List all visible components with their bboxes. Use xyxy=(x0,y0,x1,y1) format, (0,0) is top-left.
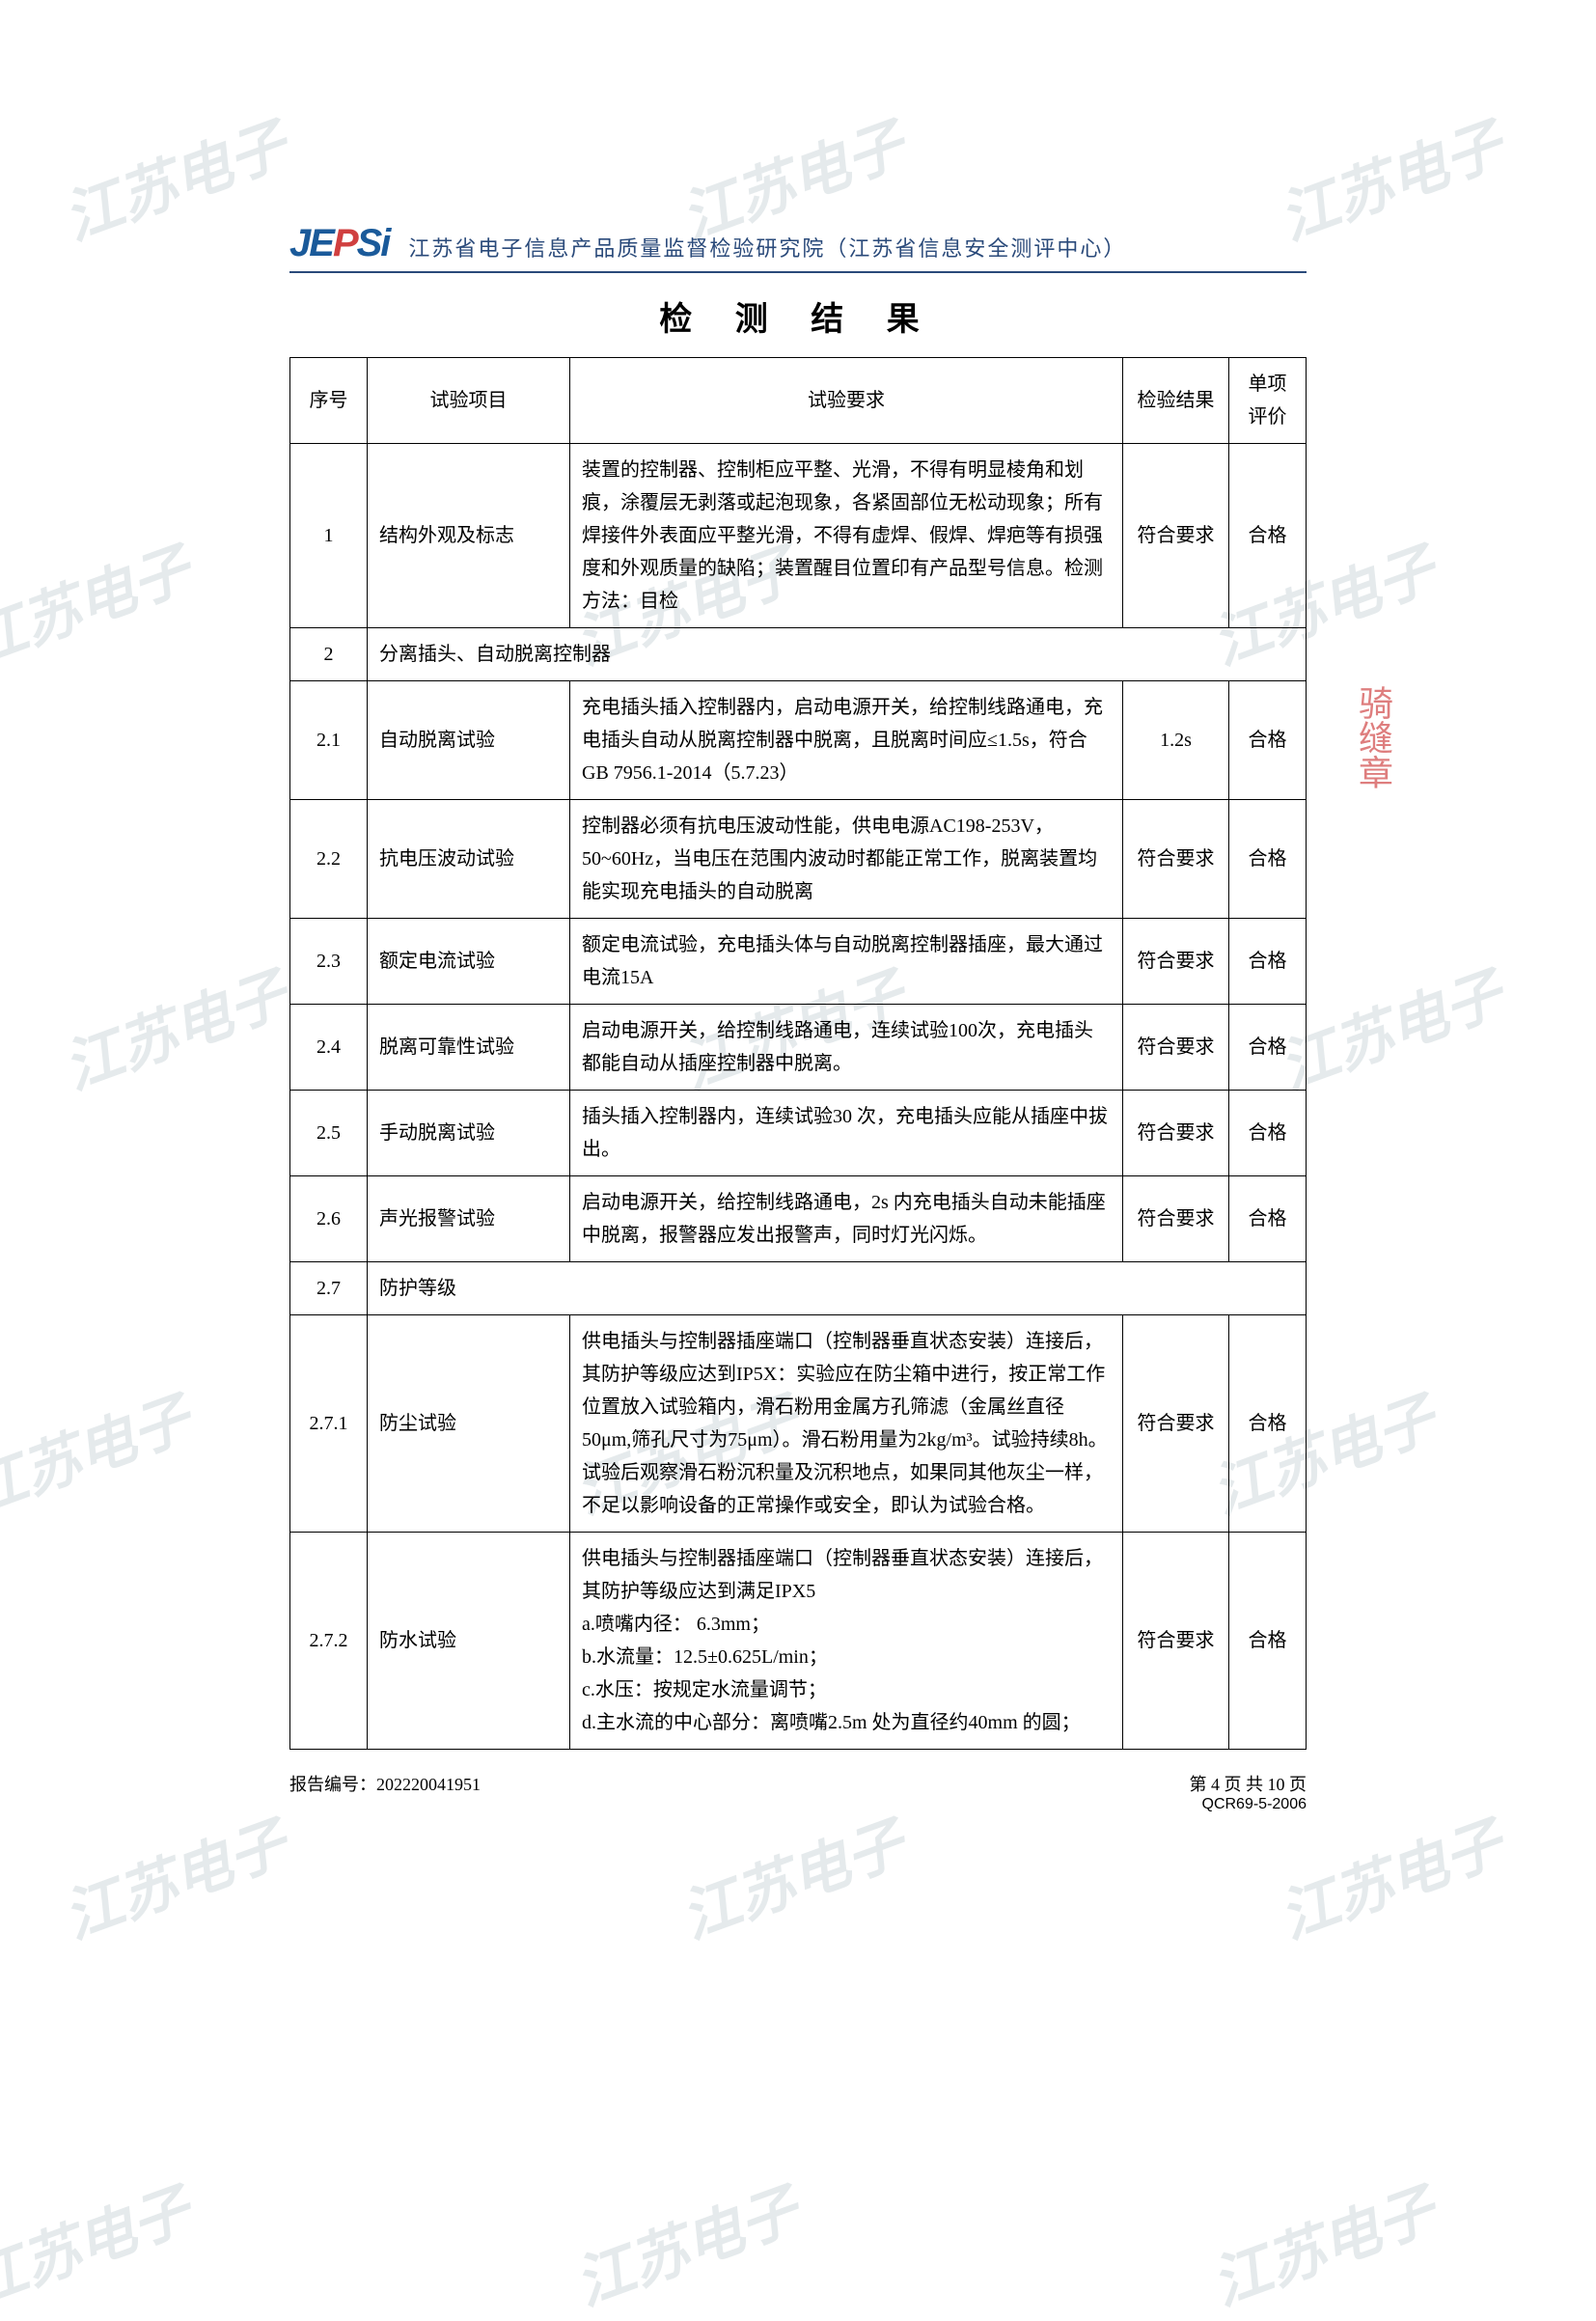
cell-item: 脱离可靠性试验 xyxy=(368,1005,570,1091)
table-row: 1结构外观及标志装置的控制器、控制柜应平整、光滑，不得有明显棱角和划痕，涂覆层无… xyxy=(290,444,1307,628)
cell-req: 供电插头与控制器插座端口（控制器垂直状态安装）连接后，其防护等级应达到IP5X：… xyxy=(570,1315,1123,1533)
footer: 报告编号：202220041951 第 4 页 共 10 页 QCR69-5-2… xyxy=(289,1771,1307,1813)
cell-eval: 合格 xyxy=(1229,1176,1307,1262)
cell-result: 符合要求 xyxy=(1123,1533,1229,1750)
cell-seq: 2.7.1 xyxy=(290,1315,368,1533)
stamp: 骑缝章 xyxy=(1360,685,1398,975)
cell-seq: 2.7 xyxy=(290,1262,368,1315)
cell-result: 1.2s xyxy=(1123,681,1229,800)
logo-text: JEPSi xyxy=(289,222,389,265)
logo-part-1: JE xyxy=(289,222,333,264)
report-no-value: 202220041951 xyxy=(376,1775,481,1794)
cell-seq: 2.1 xyxy=(290,681,368,800)
table-row: 2.6声光报警试验启动电源开关，给控制线路通电，2s 内充电插头自动未能插座中脱… xyxy=(290,1176,1307,1262)
cell-req: 装置的控制器、控制柜应平整、光滑，不得有明显棱角和划痕，涂覆层无剥落或起泡现象，… xyxy=(570,444,1123,628)
table-row: 2分离插头、自动脱离控制器 xyxy=(290,628,1307,681)
logo: JEPSi xyxy=(289,222,389,265)
watermark: 江苏电子 xyxy=(0,1372,201,1531)
cell-seq: 2.5 xyxy=(290,1091,368,1176)
watermark: 江苏电子 xyxy=(1266,1797,1512,1955)
cell-item: 手动脱离试验 xyxy=(368,1091,570,1176)
logo-part-2: P xyxy=(333,222,357,264)
footer-right: 第 4 页 共 10 页 QCR69-5-2006 xyxy=(1190,1771,1307,1813)
cell-item: 防尘试验 xyxy=(368,1315,570,1533)
logo-part-3: Si xyxy=(357,222,390,264)
cell-section: 分离插头、自动脱离控制器 xyxy=(368,628,1307,681)
cell-result: 符合要求 xyxy=(1123,1176,1229,1262)
table-row: 2.2抗电压波动试验控制器必须有抗电压波动性能，供电电源AC198-253V，5… xyxy=(290,800,1307,919)
org-name: 江苏省电子信息产品质量监督检验研究院（江苏省信息安全测评中心） xyxy=(408,232,1126,262)
header: JEPSi 江苏省电子信息产品质量监督检验研究院（江苏省信息安全测评中心） xyxy=(289,222,1307,273)
table-row: 2.3额定电流试验额定电流试验，充电插头体与自动脱离控制器插座，最大通过电流15… xyxy=(290,919,1307,1005)
cell-seq: 1 xyxy=(290,444,368,628)
cell-req: 启动电源开关，给控制线路通电，2s 内充电插头自动未能插座中脱离，报警器应发出报… xyxy=(570,1176,1123,1262)
watermark: 江苏电子 xyxy=(1198,2164,1445,2321)
cell-eval: 合格 xyxy=(1229,681,1307,800)
table-header-row: 序号 试验项目 试验要求 检验结果 单项评价 xyxy=(290,358,1307,444)
cell-result: 符合要求 xyxy=(1123,444,1229,628)
table-row: 2.1自动脱离试验充电插头插入控制器内，启动电源开关，给控制线路通电，充电插头自… xyxy=(290,681,1307,800)
cell-item: 结构外观及标志 xyxy=(368,444,570,628)
cell-req: 额定电流试验，充电插头体与自动脱离控制器插座，最大通过电流15A xyxy=(570,919,1123,1005)
cell-eval: 合格 xyxy=(1229,1533,1307,1750)
watermark: 江苏电子 xyxy=(50,98,296,257)
cell-seq: 2.2 xyxy=(290,800,368,919)
col-req: 试验要求 xyxy=(570,358,1123,444)
cell-req: 充电插头插入控制器内，启动电源开关，给控制线路通电，充电插头自动从脱离控制器中脱… xyxy=(570,681,1123,800)
cell-item: 额定电流试验 xyxy=(368,919,570,1005)
cell-result: 符合要求 xyxy=(1123,1091,1229,1176)
cell-item: 防水试验 xyxy=(368,1533,570,1750)
report-no-label: 报告编号： xyxy=(289,1775,376,1794)
cell-item: 自动脱离试验 xyxy=(368,681,570,800)
report-page: JEPSi 江苏省电子信息产品质量监督检验研究院（江苏省信息安全测评中心） 检 … xyxy=(289,222,1307,1813)
cell-item: 声光报警试验 xyxy=(368,1176,570,1262)
table-row: 2.5手动脱离试验插头插入控制器内，连续试验30 次，充电插头应能从插座中拔出。… xyxy=(290,1091,1307,1176)
cell-req: 供电插头与控制器插座端口（控制器垂直状态安装）连接后，其防护等级应达到满足IPX… xyxy=(570,1533,1123,1750)
results-table: 序号 试验项目 试验要求 检验结果 单项评价 1结构外观及标志装置的控制器、控制… xyxy=(289,357,1307,1750)
cell-eval: 合格 xyxy=(1229,919,1307,1005)
qcr-code: QCR69-5-2006 xyxy=(1190,1796,1307,1813)
cell-eval: 合格 xyxy=(1229,1005,1307,1091)
cell-seq: 2.6 xyxy=(290,1176,368,1262)
cell-seq: 2.4 xyxy=(290,1005,368,1091)
cell-req: 控制器必须有抗电压波动性能，供电电源AC198-253V，50~60Hz，当电压… xyxy=(570,800,1123,919)
watermark: 江苏电子 xyxy=(0,2164,201,2321)
watermark: 江苏电子 xyxy=(50,1797,296,1955)
watermark: 江苏电子 xyxy=(50,948,296,1106)
cell-req: 启动电源开关，给控制线路通电，连续试验100次，充电插头都能自动从插座控制器中脱… xyxy=(570,1005,1123,1091)
report-number: 报告编号：202220041951 xyxy=(289,1771,481,1813)
cell-eval: 合格 xyxy=(1229,1315,1307,1533)
cell-seq: 2.3 xyxy=(290,919,368,1005)
cell-eval: 合格 xyxy=(1229,1091,1307,1176)
cell-result: 符合要求 xyxy=(1123,1315,1229,1533)
cell-section: 防护等级 xyxy=(368,1262,1307,1315)
page-info: 第 4 页 共 10 页 xyxy=(1190,1771,1307,1796)
cell-result: 符合要求 xyxy=(1123,919,1229,1005)
col-eval: 单项评价 xyxy=(1229,358,1307,444)
table-row: 2.7防护等级 xyxy=(290,1262,1307,1315)
col-item: 试验项目 xyxy=(368,358,570,444)
cell-eval: 合格 xyxy=(1229,444,1307,628)
watermark: 江苏电子 xyxy=(562,2164,808,2321)
col-result: 检验结果 xyxy=(1123,358,1229,444)
table-row: 2.7.2防水试验供电插头与控制器插座端口（控制器垂直状态安装）连接后，其防护等… xyxy=(290,1533,1307,1750)
watermark: 江苏电子 xyxy=(0,523,201,681)
cell-item: 抗电压波动试验 xyxy=(368,800,570,919)
cell-eval: 合格 xyxy=(1229,800,1307,919)
cell-seq: 2.7.2 xyxy=(290,1533,368,1750)
cell-result: 符合要求 xyxy=(1123,800,1229,919)
cell-seq: 2 xyxy=(290,628,368,681)
page-title: 检 测 结 果 xyxy=(289,292,1307,340)
cell-req: 插头插入控制器内，连续试验30 次，充电插头应能从插座中拔出。 xyxy=(570,1091,1123,1176)
table-row: 2.4脱离可靠性试验启动电源开关，给控制线路通电，连续试验100次，充电插头都能… xyxy=(290,1005,1307,1091)
col-seq: 序号 xyxy=(290,358,368,444)
watermark: 江苏电子 xyxy=(668,1797,914,1955)
table-row: 2.7.1防尘试验供电插头与控制器插座端口（控制器垂直状态安装）连接后，其防护等… xyxy=(290,1315,1307,1533)
cell-result: 符合要求 xyxy=(1123,1005,1229,1091)
